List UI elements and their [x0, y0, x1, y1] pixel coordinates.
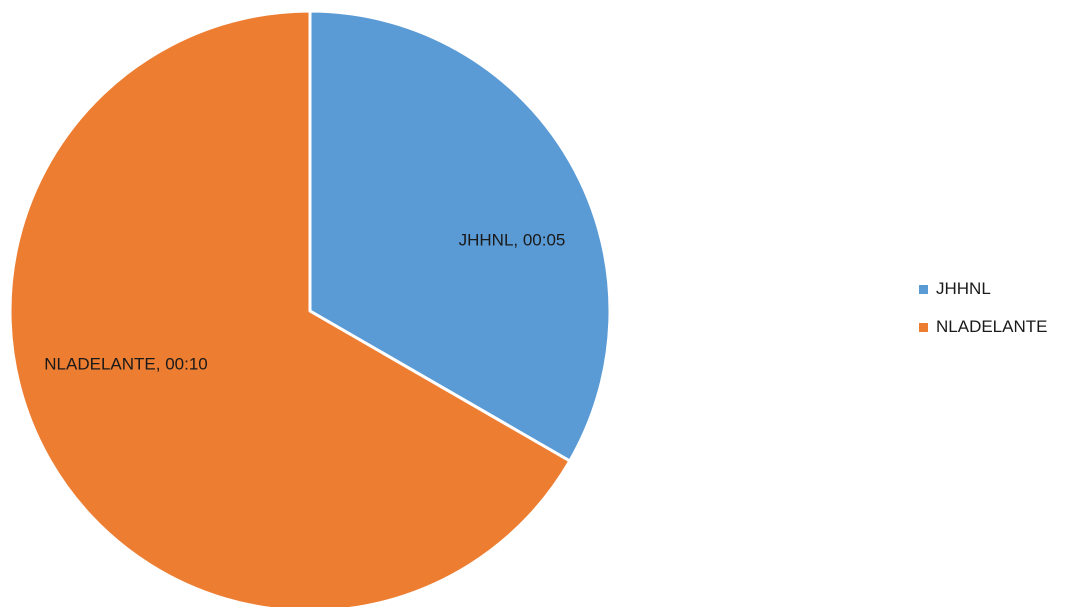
- data-label-jhhnl: JHHNL, 00:05: [459, 231, 566, 250]
- legend-item-jhhnl: JHHNL: [919, 278, 1059, 300]
- legend-label-jhhnl: JHHNL: [936, 279, 991, 298]
- legend-item-nladelante: NLADELANTE: [919, 316, 1059, 338]
- chart-legend: JHHNL NLADELANTE: [919, 278, 1059, 354]
- pie-slice-jhhnl: [308, 9, 612, 463]
- pie-slice-nladelante: [8, 9, 572, 612]
- legend-label-nladelante: NLADELANTE: [936, 317, 1048, 336]
- data-label-nladelante: NLADELANTE, 00:10: [44, 355, 207, 374]
- legend-swatch-jhhnl: [919, 284, 928, 294]
- pie-data-labels: JHHNL, 00:05 NLADELANTE, 00:10: [44, 231, 565, 374]
- legend-swatch-nladelante: [919, 322, 928, 332]
- pie-slices: [8, 9, 612, 612]
